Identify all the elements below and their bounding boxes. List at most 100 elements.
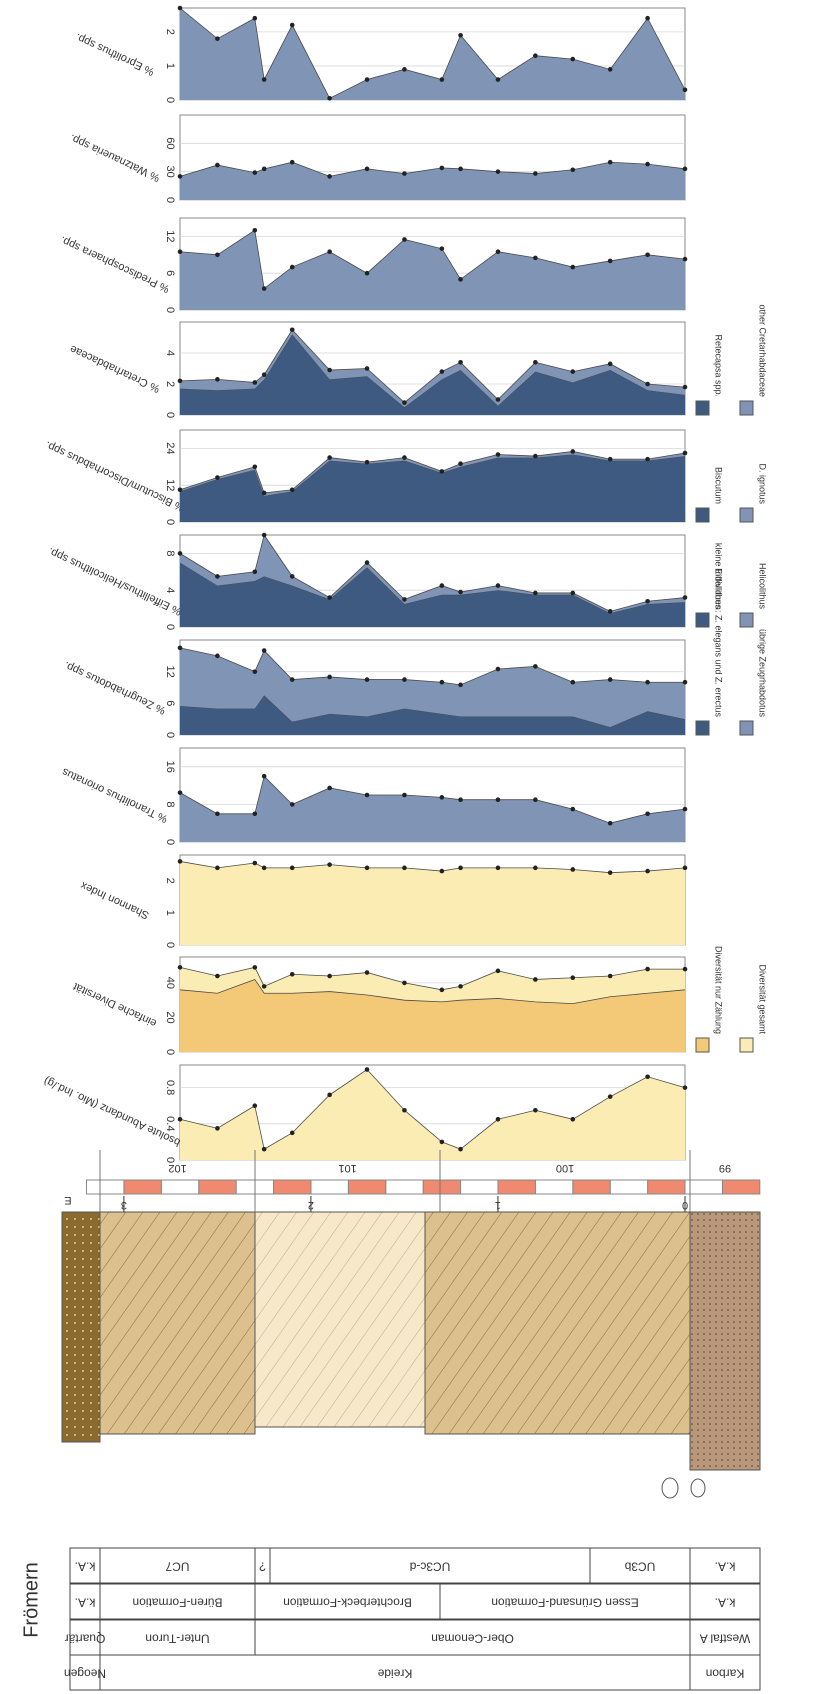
data-point: [365, 271, 370, 276]
table-text: Quartär: [65, 1631, 106, 1645]
table-text: Essen Grünsand-Formation: [491, 1595, 638, 1609]
data-point: [570, 975, 575, 980]
data-point: [683, 167, 688, 172]
data-point: [253, 861, 258, 866]
bed-label: 101: [338, 1162, 356, 1174]
data-point: [402, 400, 407, 405]
scale-segment: [573, 1180, 610, 1194]
scale-segment: [423, 1180, 460, 1194]
table-text: ?: [259, 1559, 266, 1573]
data-point: [608, 362, 613, 367]
y-tick-label: 0: [164, 412, 176, 418]
data-point: [253, 669, 258, 674]
table-text: k.A.: [75, 1595, 96, 1609]
data-point: [215, 974, 220, 979]
data-point: [178, 965, 183, 970]
data-point: [645, 967, 650, 972]
data-point: [440, 583, 445, 588]
data-point: [215, 1126, 220, 1131]
legend-swatch: [740, 1038, 753, 1052]
data-point: [533, 454, 538, 459]
axis-title: % Tranolithus orionatus: [60, 765, 170, 825]
data-point: [683, 257, 688, 262]
data-point: [496, 969, 501, 974]
scale-segment: [722, 1180, 759, 1194]
data-point: [327, 595, 332, 600]
data-point: [570, 807, 575, 812]
data-point: [645, 812, 650, 817]
scale-segment: [461, 1180, 498, 1194]
scale-segment: [535, 1180, 572, 1194]
data-point: [645, 16, 650, 21]
data-point: [262, 491, 267, 496]
bed-label: 100: [556, 1162, 574, 1174]
data-point: [645, 599, 650, 604]
data-point: [608, 67, 613, 72]
y-tick-label: 16: [164, 761, 176, 773]
data-point: [440, 795, 445, 800]
data-point: [215, 654, 220, 659]
legend-label: Helicolithus: [758, 563, 768, 610]
y-tick-label: 0: [164, 1049, 176, 1055]
data-point: [215, 574, 220, 579]
data-point: [178, 6, 183, 11]
scale-segment: [199, 1180, 236, 1194]
data-point: [458, 866, 463, 871]
data-point: [645, 253, 650, 258]
data-point: [402, 67, 407, 72]
scale-segment: [386, 1180, 423, 1194]
axis-title: % Eprolithus spp.: [74, 31, 157, 78]
y-tick-label: 0.4: [164, 1116, 176, 1131]
data-point: [440, 77, 445, 82]
data-point: [458, 167, 463, 172]
y-tick-label: 2: [164, 29, 176, 35]
data-point: [608, 821, 613, 826]
data-point: [533, 866, 538, 871]
data-point: [533, 977, 538, 982]
data-point: [570, 57, 575, 62]
data-point: [262, 648, 267, 653]
legend-label: Diversität gesamt: [758, 964, 768, 1034]
table-text: k.A.: [75, 1559, 96, 1573]
lithology-column: E: [62, 1194, 760, 1498]
data-point: [290, 265, 295, 270]
data-point: [458, 683, 463, 688]
table-text: Ober-Cenoman: [431, 1631, 514, 1645]
y-tick-label: 0: [164, 197, 176, 203]
data-point: [178, 488, 183, 493]
data-point: [683, 87, 688, 92]
y-tick-label: 0: [164, 307, 176, 313]
y-tick-label: 1: [164, 910, 176, 916]
data-point: [215, 377, 220, 382]
data-point: [645, 680, 650, 685]
data-point: [178, 551, 183, 556]
data-point: [570, 449, 575, 454]
data-point: [458, 590, 463, 595]
table-text: UC3b: [624, 1559, 655, 1573]
data-point: [402, 677, 407, 682]
data-point: [178, 379, 183, 384]
table-text: k.A.: [715, 1595, 736, 1609]
y-tick-label: 0.8: [164, 1080, 176, 1095]
legend-swatch: [740, 613, 753, 627]
data-point: [458, 360, 463, 365]
table-text: k.A.: [715, 1559, 736, 1573]
data-point: [608, 259, 613, 264]
data-point: [458, 797, 463, 802]
data-point: [262, 77, 267, 82]
table-text: Brochterbeck-Formation: [283, 1595, 412, 1609]
data-point: [402, 1108, 407, 1113]
data-point: [458, 277, 463, 282]
unit-quaternary: [62, 1212, 100, 1442]
unit-bueren: [100, 1212, 255, 1434]
data-point: [290, 972, 295, 977]
y-tick-label: 0: [164, 519, 176, 525]
data-point: [327, 974, 332, 979]
figure: E Frömern 012% Eprolithus spp.03060% Wat…: [0, 0, 840, 1694]
data-point: [683, 967, 688, 972]
data-point: [683, 866, 688, 871]
data-point: [290, 574, 295, 579]
data-point: [253, 228, 258, 233]
y-tick-label: 0: [164, 942, 176, 948]
data-point: [327, 96, 332, 101]
